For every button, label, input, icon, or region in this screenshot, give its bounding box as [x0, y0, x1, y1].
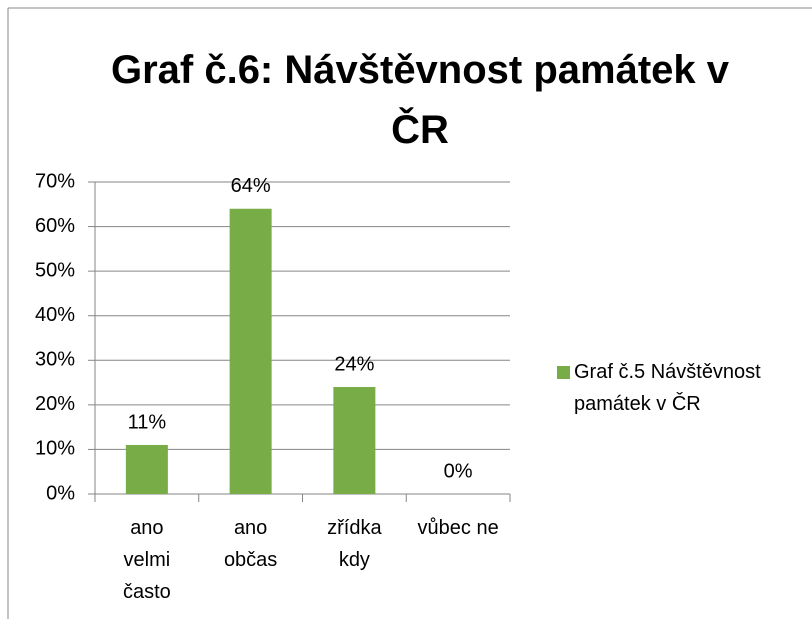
data-label: 11% — [128, 411, 167, 433]
x-tick-label: vůbec ne — [417, 517, 499, 539]
bar — [125, 444, 168, 494]
legend-label: Graf č.5 Návštěvnost památek v ČR — [574, 361, 761, 415]
x-tick-label: zřídka kdy — [327, 517, 382, 571]
chart-title: Graf č.6: Návštěvnost památek v ČR — [110, 48, 730, 152]
bar — [333, 387, 376, 494]
data-label: 64% — [231, 175, 271, 197]
y-tick-label: 30% — [35, 349, 75, 371]
y-tick-label: 50% — [35, 259, 75, 281]
y-tick-label: 60% — [35, 215, 75, 237]
data-label: 24% — [334, 353, 374, 375]
y-tick-label: 40% — [35, 304, 75, 326]
x-tick-label: ano občas — [223, 517, 278, 571]
data-label: 0% — [444, 460, 473, 482]
y-tick-label: 70% — [35, 170, 75, 192]
bar — [229, 208, 272, 494]
y-tick-label: 20% — [35, 393, 75, 415]
x-tick-label: ano velmi často — [122, 517, 171, 603]
legend-swatch — [557, 366, 570, 379]
y-tick-label: 0% — [46, 482, 75, 504]
y-tick-label: 10% — [35, 438, 75, 460]
